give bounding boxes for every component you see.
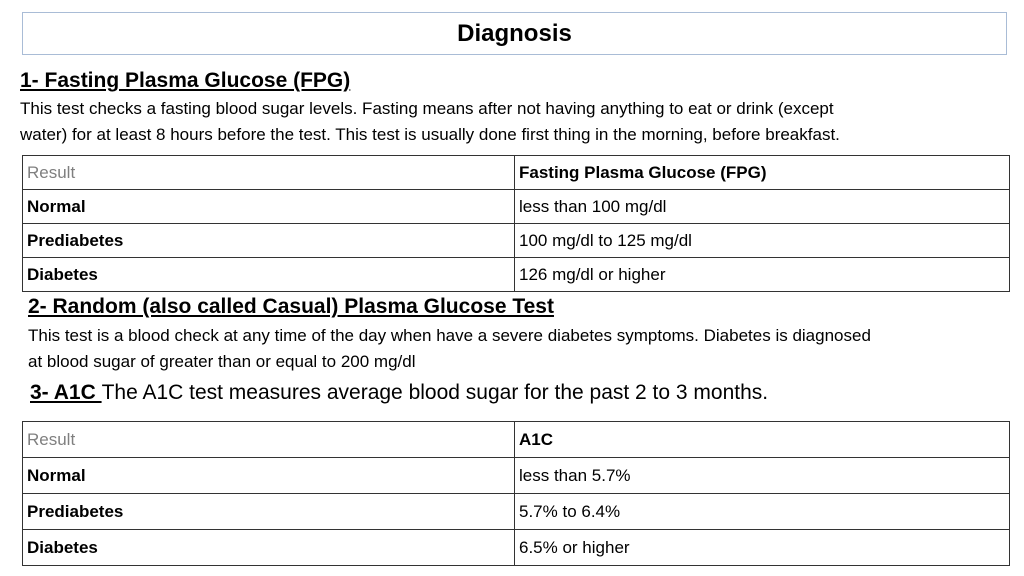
table-row: Diabetes 126 mg/dl or higher [22,257,1010,292]
table-row: Prediabetes 100 mg/dl to 125 mg/dl [22,223,1010,258]
page-title: Diagnosis [457,19,572,47]
title-box: Diagnosis [22,12,1007,55]
table-row: Normal less than 100 mg/dl [22,189,1010,224]
section-fpg-line-1: This test checks a fasting blood sugar l… [20,99,834,118]
section-fpg-line-2: water) for at least 8 hours before the t… [20,125,840,144]
table-header-cell: Result [22,421,515,458]
table-cell-result: Normal [22,457,515,494]
table-cell-result: Diabetes [22,257,515,292]
table-cell-value: 126 mg/dl or higher [514,257,1010,292]
table-cell-result: Prediabetes [22,223,515,258]
a1c-table: Result A1C Normal less than 5.7% Prediab… [22,421,1010,566]
table-cell-result: Prediabetes [22,493,515,530]
table-header-cell: Result [22,155,515,190]
table-cell-value: less than 100 mg/dl [514,189,1010,224]
section-random-line-1: This test is a blood check at any time o… [28,326,871,345]
table-cell-value: 100 mg/dl to 125 mg/dl [514,223,1010,258]
table-cell-result: Normal [22,189,515,224]
table-row: Prediabetes 5.7% to 6.4% [22,493,1010,530]
table-header-cell: A1C [514,421,1010,458]
section-a1c: 3- A1C The A1C test measures average blo… [30,381,768,405]
section-fpg-heading: 1- Fasting Plasma Glucose (FPG) [20,69,351,92]
section-fpg-description: This test checks a fasting blood sugar l… [20,96,840,148]
table-cell-result: Diabetes [22,529,515,566]
fpg-table: Result Fasting Plasma Glucose (FPG) Norm… [22,155,1010,292]
section-a1c-text: The A1C test measures average blood suga… [101,381,769,404]
section-a1c-heading: 3- A1C [30,381,102,404]
table-row: Normal less than 5.7% [22,457,1010,494]
table-cell-value: 5.7% to 6.4% [514,493,1010,530]
section-random-description: This test is a blood check at any time o… [28,323,871,375]
table-header-cell: Fasting Plasma Glucose (FPG) [514,155,1010,190]
table-cell-value: less than 5.7% [514,457,1010,494]
table-cell-value: 6.5% or higher [514,529,1010,566]
table-row: Diabetes 6.5% or higher [22,529,1010,566]
section-random-line-2: at blood sugar of greater than or equal … [28,352,416,371]
section-random-heading: 2- Random (also called Casual) Plasma Gl… [28,295,554,318]
table-header-row: Result A1C [22,421,1010,458]
table-header-row: Result Fasting Plasma Glucose (FPG) [22,155,1010,190]
